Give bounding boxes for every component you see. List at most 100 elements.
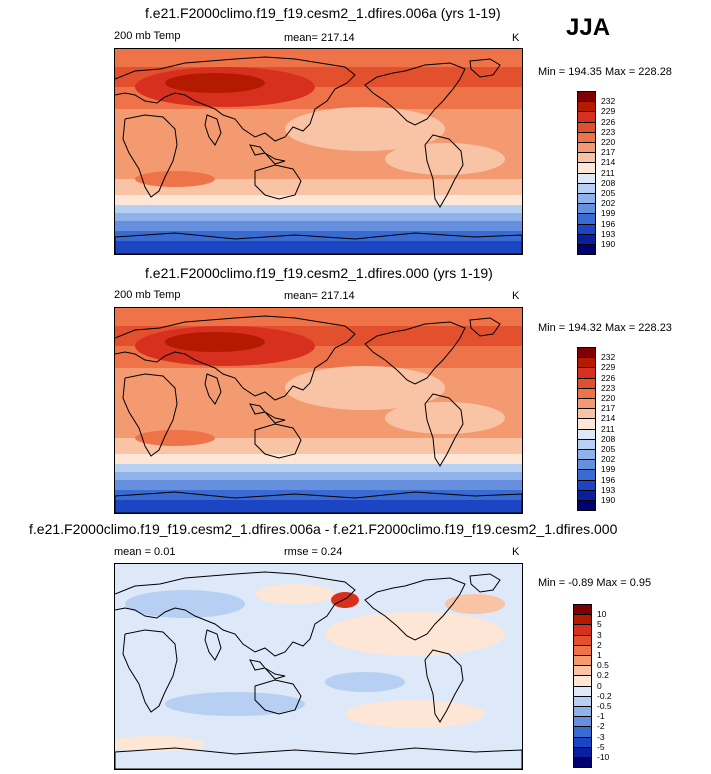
coastline bbox=[364, 62, 466, 126]
coastline bbox=[115, 315, 356, 401]
coastline bbox=[204, 373, 222, 405]
temperature-band bbox=[115, 231, 522, 241]
map-canvas bbox=[115, 308, 522, 513]
colorbar-swatch bbox=[577, 500, 596, 512]
coastline bbox=[469, 317, 501, 337]
coastline bbox=[264, 667, 286, 680]
colorbar-tick-label: 229 bbox=[601, 106, 616, 117]
colorbar-tick-label: 1 bbox=[597, 650, 602, 660]
difference-region bbox=[345, 700, 485, 728]
colorbar-tick-label: 220 bbox=[601, 137, 616, 147]
difference-region bbox=[125, 590, 245, 618]
colorbar-tick-label: 226 bbox=[601, 116, 616, 127]
colorbar-tick-label: 223 bbox=[601, 126, 616, 137]
panel-3-units-label: K bbox=[512, 546, 520, 558]
coastline bbox=[254, 164, 302, 200]
coastline bbox=[424, 134, 464, 208]
colorbar-tick-label: 196 bbox=[601, 474, 616, 485]
colorbar-tick-label: 214 bbox=[601, 413, 616, 424]
panel-1-map bbox=[114, 48, 523, 255]
colorbar-tick-label: 199 bbox=[601, 464, 616, 475]
coastline bbox=[364, 577, 466, 641]
colorbar-tick-label: 202 bbox=[601, 198, 616, 209]
colorbar-tick-label: -2 bbox=[597, 721, 605, 732]
colorbar-tick-label: 196 bbox=[601, 218, 616, 229]
difference-region bbox=[325, 612, 505, 656]
panel-1-mean-label: mean= 217.14 bbox=[284, 32, 355, 44]
coastline bbox=[115, 747, 522, 769]
panel-1-minmax-label: Min = 194.35 Max = 228.28 bbox=[538, 66, 672, 78]
warm-region bbox=[135, 171, 215, 187]
warm-region bbox=[135, 430, 215, 446]
temperature-band bbox=[115, 438, 522, 454]
temperature-band bbox=[115, 241, 522, 254]
coastline bbox=[424, 393, 464, 467]
colorbar-tick-label: 214 bbox=[601, 157, 616, 168]
temperature-band bbox=[115, 221, 522, 231]
coastline bbox=[122, 629, 178, 713]
panel-3-minmax-label: Min = -0.89 Max = 0.95 bbox=[538, 577, 652, 589]
panel-2-variable-label: 200 mb Temp bbox=[114, 289, 181, 301]
difference-region bbox=[331, 592, 359, 608]
colorbar-tick-label: 0.2 bbox=[597, 670, 609, 681]
coastline bbox=[115, 491, 522, 513]
colorbar-tick-label: 193 bbox=[601, 484, 616, 495]
panel-1-variable-label: 200 mb Temp bbox=[114, 30, 181, 42]
temperature-band bbox=[115, 490, 522, 500]
colorbar-tick-label: 5 bbox=[597, 619, 602, 630]
cool-region bbox=[385, 143, 505, 175]
colorbar-tick-label: 232 bbox=[601, 352, 616, 363]
colorbar-tick-label: 211 bbox=[601, 423, 615, 434]
coastline bbox=[115, 56, 356, 142]
temperature-band bbox=[115, 480, 522, 490]
panel-1-units-label: K bbox=[512, 32, 520, 44]
map-canvas bbox=[115, 49, 522, 254]
difference-region bbox=[115, 736, 205, 752]
colorbar-tick-label: 220 bbox=[601, 393, 616, 403]
temperature-band bbox=[115, 464, 522, 472]
colorbar-tick-label: 202 bbox=[601, 454, 616, 465]
colorbar-tick-label: 0 bbox=[597, 680, 602, 691]
panel-1-colorbar: 232 229 226 223 220 217 214 211 208 205 202 199 196 1… bbox=[577, 91, 637, 256]
difference-region bbox=[325, 672, 405, 692]
colorbar-tick-label: -10 bbox=[597, 752, 610, 762]
difference-region bbox=[445, 594, 505, 614]
colorbar-tick-label: 3 bbox=[597, 629, 602, 640]
warm-anomaly-region bbox=[165, 73, 265, 93]
coastline bbox=[115, 232, 522, 254]
map-canvas bbox=[115, 564, 522, 769]
coastline bbox=[122, 114, 178, 198]
colorbar-tick-label: 232 bbox=[601, 96, 616, 107]
temperature-band bbox=[115, 195, 522, 205]
cool-region bbox=[285, 107, 445, 151]
panel-2-minmax-label: Min = 194.32 Max = 228.23 bbox=[538, 322, 672, 334]
colorbar-tick-label: 190 bbox=[601, 239, 616, 249]
temperature-band bbox=[115, 179, 522, 195]
colorbar-tick-label: -3 bbox=[597, 731, 605, 742]
temperature-band bbox=[115, 308, 522, 326]
coastline bbox=[469, 573, 501, 593]
colorbar-tick-label: -1 bbox=[597, 711, 605, 722]
temperature-band bbox=[115, 205, 522, 213]
colorbar-tick-label: -5 bbox=[597, 741, 605, 752]
colorbar-tick-label: 211 bbox=[601, 167, 615, 178]
warm-anomaly-region bbox=[165, 332, 265, 352]
temperature-band bbox=[115, 472, 522, 480]
colorbar-tick-label: 199 bbox=[601, 208, 616, 219]
colorbar-tick-label: 193 bbox=[601, 228, 616, 239]
colorbar-swatch bbox=[577, 244, 596, 256]
colorbar-tick-label: -0.5 bbox=[597, 701, 612, 711]
coastline bbox=[254, 679, 302, 715]
colorbar-tick-label: 10 bbox=[597, 609, 607, 620]
coastline bbox=[254, 423, 302, 459]
panel-3-map bbox=[114, 563, 523, 770]
temperature-band bbox=[115, 454, 522, 464]
colorbar-tick-label: 223 bbox=[601, 382, 616, 393]
panel-3-colorbar: 10 5 3 2 1 0.5 0.2 0 -0.2 -0.5 -1 -2 -3 -5 -10 bbox=[573, 604, 633, 769]
cool-region bbox=[385, 402, 505, 434]
coastline bbox=[122, 373, 178, 457]
temperature-band bbox=[115, 49, 522, 67]
cool-region bbox=[285, 366, 445, 410]
colorbar-tick-label: 205 bbox=[601, 444, 616, 454]
difference-region bbox=[255, 584, 335, 604]
